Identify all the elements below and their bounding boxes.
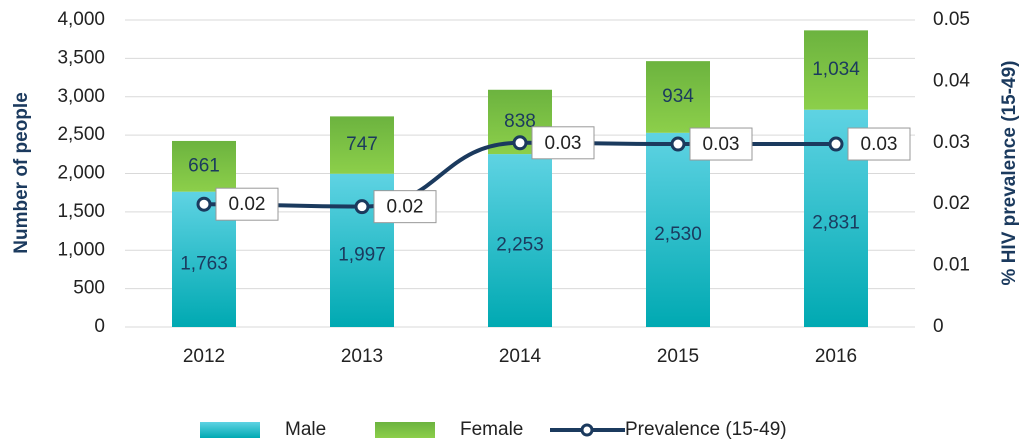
y2-tick-label: 0	[933, 316, 944, 337]
line-point	[196, 196, 212, 212]
y-tick-label: 2,500	[57, 124, 105, 145]
legend-marker	[580, 423, 594, 437]
bar	[488, 154, 552, 327]
bar	[804, 30, 868, 110]
y-tick-label: 500	[73, 278, 105, 299]
bar-value-label: 2,831	[812, 212, 860, 233]
y2-tick-label: 0.01	[933, 255, 970, 276]
y2-tick-label: 0.04	[933, 70, 970, 91]
y2-tick-label: 0.03	[933, 132, 970, 153]
bar-value-label: 747	[346, 134, 378, 155]
line-value-label: 0.03	[861, 134, 898, 155]
legend-label: Prevalence (15-49)	[625, 419, 787, 440]
line-point	[354, 199, 370, 215]
legend-swatch	[375, 422, 435, 438]
y-tick-label: 0	[94, 316, 105, 337]
x-tick-label: 2016	[815, 346, 857, 367]
bar-value-label: 661	[188, 155, 220, 176]
x-tick-label: 2014	[499, 346, 542, 367]
data-label-box	[847, 127, 911, 161]
data-label-box	[531, 126, 595, 160]
y2-axis-label: % HIV prevalence (15-49)	[999, 61, 1020, 286]
bar	[646, 61, 710, 133]
y-tick-label: 2,000	[57, 163, 105, 184]
x-tick-label: 2015	[657, 346, 699, 367]
line-value-label: 0.03	[703, 134, 740, 155]
y-tick-label: 3,500	[57, 47, 105, 68]
line-value-label: 0.02	[387, 197, 424, 218]
line-point	[670, 136, 686, 152]
y2-tick-label: 0.02	[933, 193, 970, 214]
y-axis-label: Number of people	[11, 92, 32, 254]
bar-value-label: 934	[662, 86, 694, 107]
bar-value-label: 1,763	[180, 253, 228, 274]
data-label-box	[215, 187, 279, 221]
line-value-label: 0.02	[229, 194, 266, 215]
x-tick-label: 2012	[183, 346, 225, 367]
x-tick-label: 2013	[341, 346, 383, 367]
bar-value-label: 2,530	[654, 224, 702, 245]
y-tick-label: 1,000	[57, 239, 105, 260]
legend-label: Female	[460, 419, 523, 440]
data-label-box	[373, 190, 437, 224]
legend-label: Male	[285, 419, 326, 440]
bar	[172, 140, 236, 192]
y-tick-label: 4,000	[57, 9, 105, 30]
bar-value-label: 1,034	[812, 59, 860, 80]
bar	[330, 116, 394, 174]
bar-value-label: 838	[504, 111, 536, 132]
bar-value-label: 2,253	[496, 235, 544, 256]
data-label-box	[689, 127, 753, 161]
y-tick-label: 1,500	[57, 201, 105, 222]
bar	[646, 132, 710, 327]
bar-value-label: 1,997	[338, 244, 386, 265]
legend-swatch	[200, 422, 260, 438]
line-value-label: 0.03	[545, 133, 582, 154]
line-point	[828, 136, 844, 152]
y2-tick-label: 0.05	[933, 9, 970, 30]
line-point	[512, 135, 528, 151]
y-tick-label: 3,000	[57, 86, 105, 107]
